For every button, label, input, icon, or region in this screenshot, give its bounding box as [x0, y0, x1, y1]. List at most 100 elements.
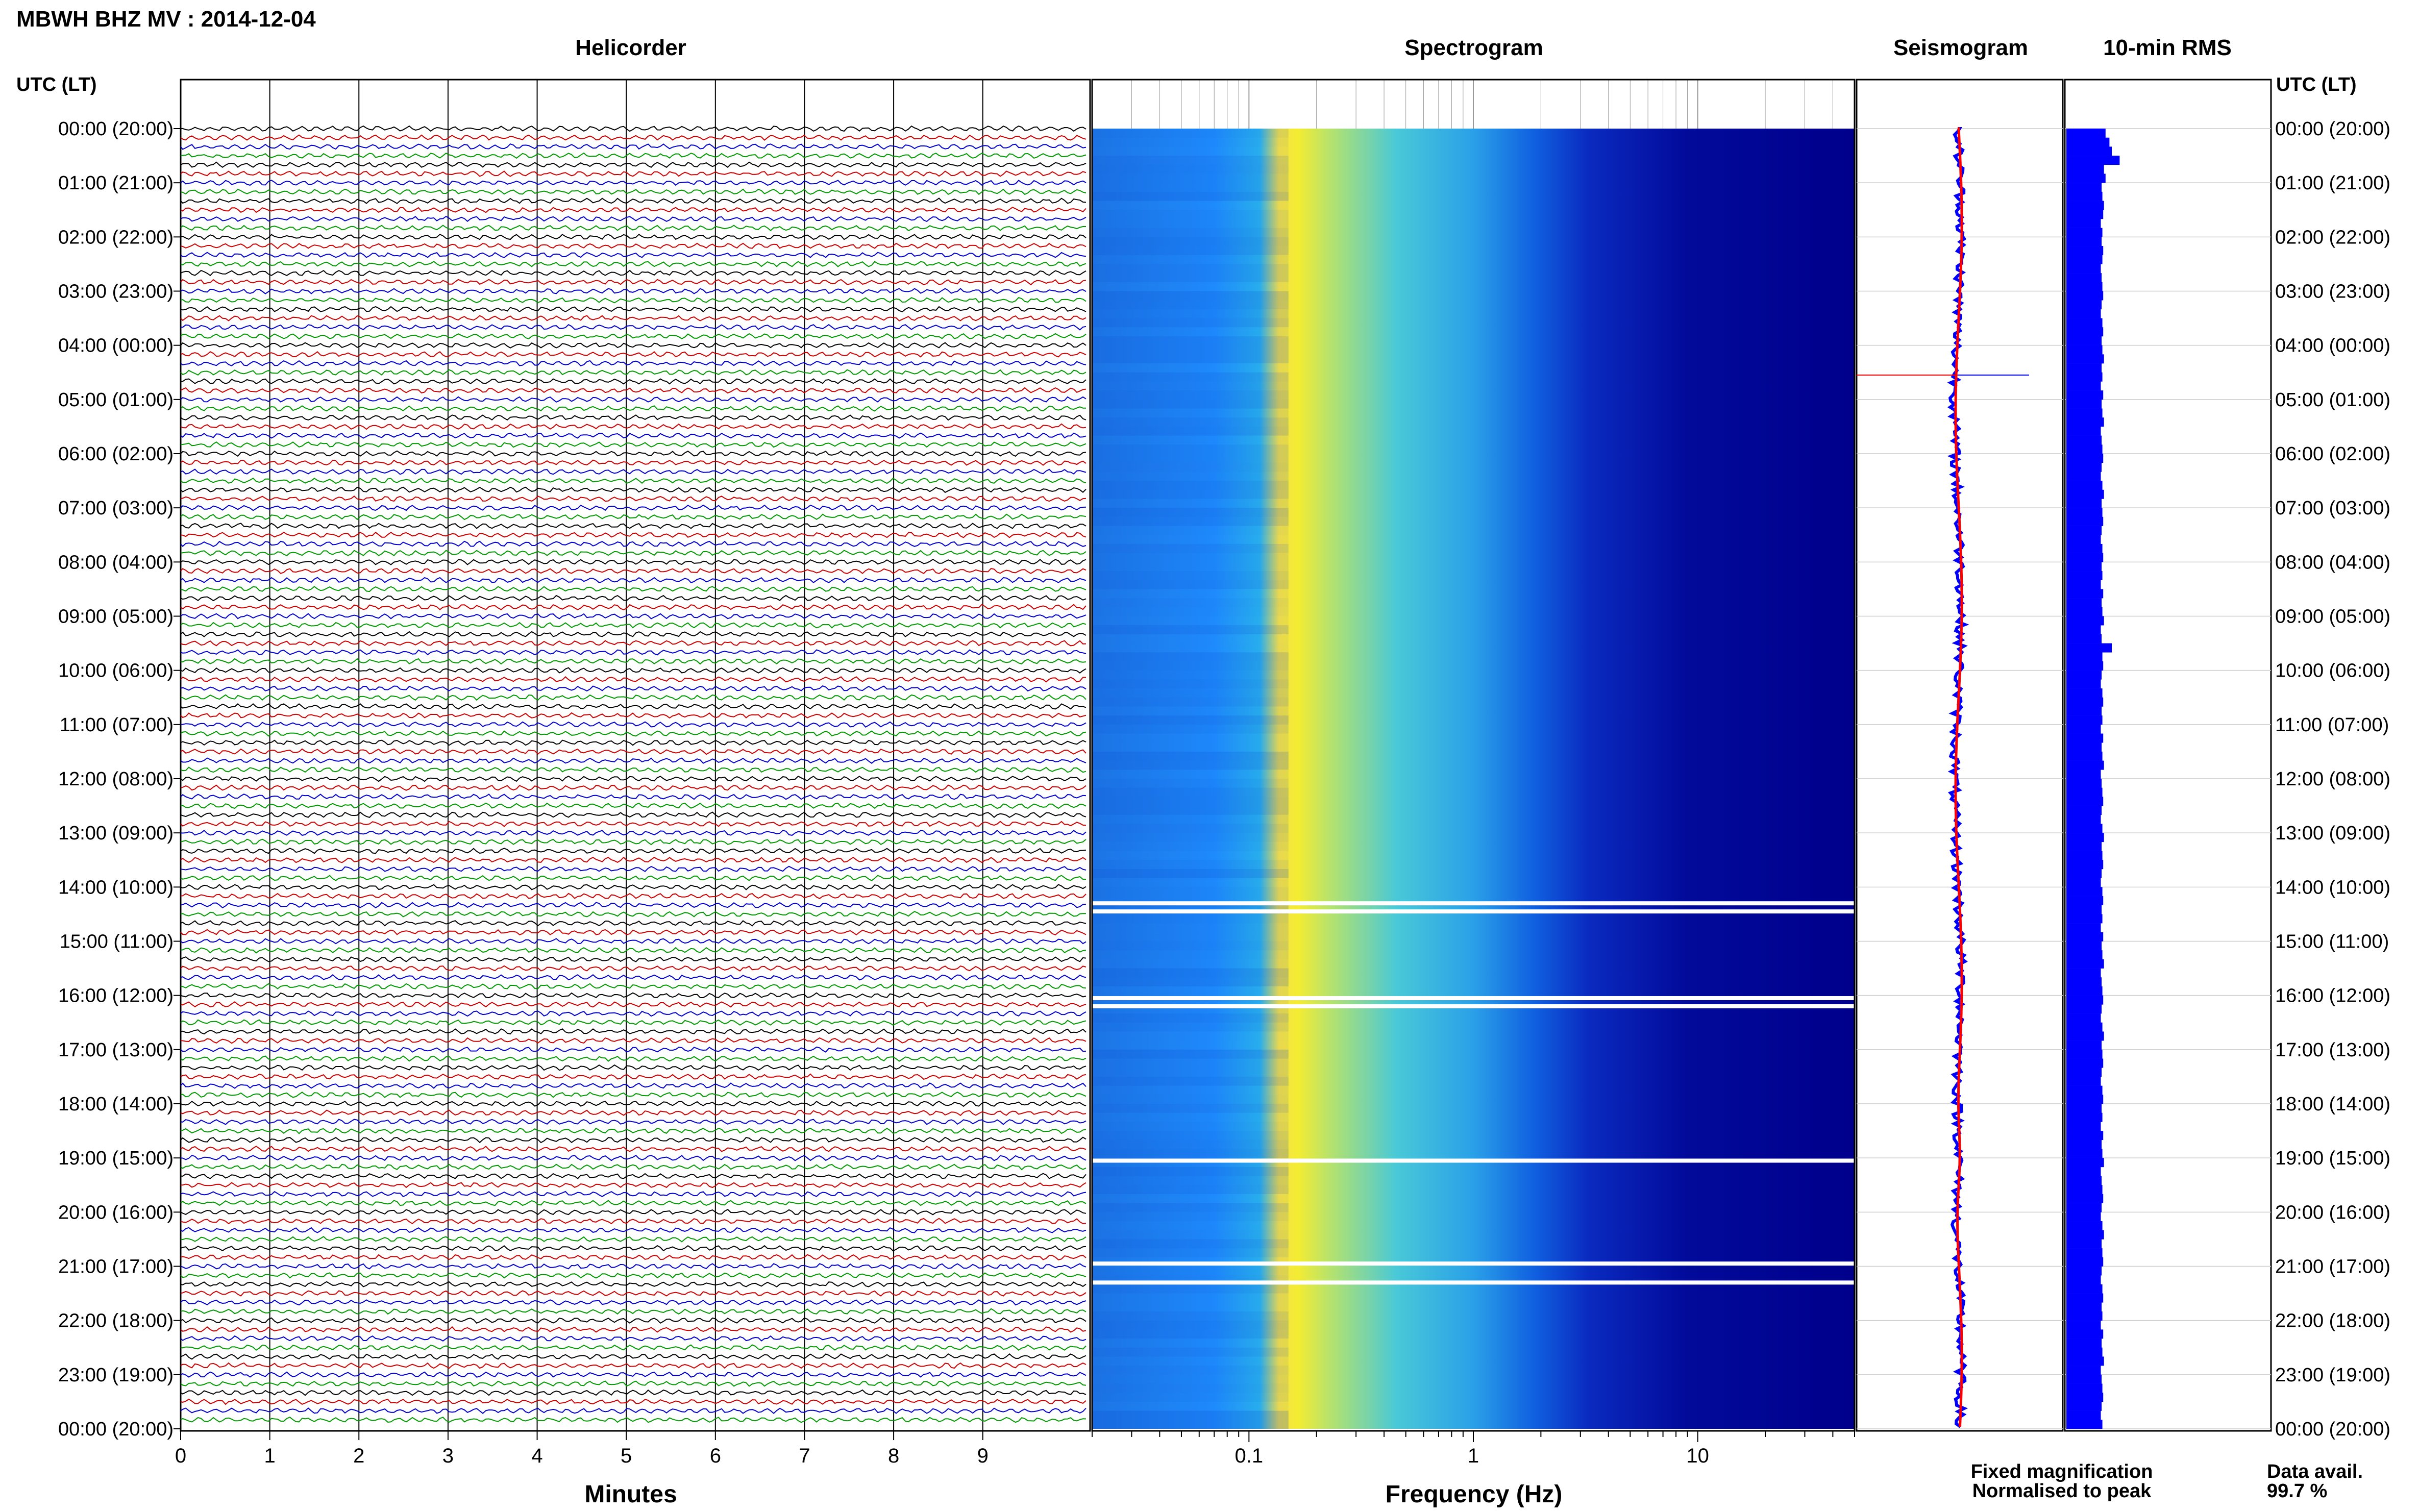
rms-bar [2066, 661, 2104, 671]
rms-bar [2066, 643, 2112, 653]
rms-bar [2066, 273, 2102, 283]
spectrogram-row-shade [1092, 435, 1289, 445]
helicorder-trace-line [180, 1119, 1087, 1125]
spectrogram-row-shade [1092, 210, 1289, 219]
rms-bar [2066, 1158, 2104, 1168]
helicorder-trace-line [180, 604, 1087, 611]
spectrogram-row-shade [1092, 1339, 1289, 1348]
spectrogram-row-shade [1092, 1013, 1289, 1023]
rms-bar [2066, 923, 2101, 933]
helicorder-trace-line [180, 775, 1087, 782]
helicorder-trace-line [180, 1290, 1087, 1297]
helicorder-trace-line [180, 513, 1087, 520]
rms-bar [2066, 1293, 2104, 1303]
helicorder-trace-line [180, 179, 1087, 186]
spectrogram-title: Spectrogram [1404, 35, 1543, 60]
rms-bar [2066, 1248, 2103, 1258]
spectrogram-row-shade [1092, 129, 1289, 138]
helicorder-trace-line [180, 640, 1087, 647]
rms-bar [2066, 1040, 2102, 1050]
rms-bars [2066, 129, 2120, 1429]
helicorder-trace-line [180, 1001, 1087, 1008]
rms-bar [2066, 435, 2102, 445]
spectrogram-row-shade [1092, 553, 1289, 562]
helicorder-trace-line [180, 225, 1086, 232]
helicorder-trace-line [180, 1362, 1087, 1369]
rms-bar [2066, 860, 2104, 870]
helicorder-trace-line [180, 477, 1087, 484]
rms-bar [2066, 462, 2102, 472]
helicorder-trace-line [180, 306, 1087, 313]
spectrogram-row-shade [1092, 878, 1289, 887]
helicorder-trace-line [180, 567, 1087, 575]
rms-bar [2066, 1347, 2103, 1357]
rms-bar [2066, 941, 2102, 951]
spectrogram-row-shade [1092, 697, 1289, 707]
spectrogram-row-shade [1092, 462, 1289, 472]
helicorder-trace-line [180, 911, 1086, 918]
time-tick-label-left: 12:00 (08:00) [58, 769, 174, 790]
helicorder-trace-line [180, 794, 1087, 800]
rms-bar [2066, 481, 2103, 490]
rms-bar [2066, 1311, 2103, 1321]
helicorder-trace-line [180, 1010, 1087, 1017]
time-tick-label-right: 21:00 (17:00) [2275, 1256, 2390, 1278]
spectrogram-row-shade [1092, 363, 1289, 373]
helicorder-trace-line [180, 559, 1087, 565]
time-tick-label-left: 10:00 (06:00) [58, 660, 174, 682]
rms-bar [2066, 291, 2104, 301]
spectrogram-row-shade [1092, 336, 1289, 345]
time-tick-label-left: 13:00 (09:00) [58, 823, 174, 844]
time-tick-label-left: 06:00 (02:00) [58, 443, 174, 465]
rms-bar [2066, 183, 2102, 192]
rms-bar [2066, 372, 2103, 382]
spectrogram-row-shade [1092, 237, 1289, 246]
rms-bar [2066, 1212, 2101, 1222]
rms-bar [2066, 300, 2102, 310]
rms-bar [2066, 869, 2102, 878]
rms-bar [2066, 1167, 2101, 1176]
helicorder-trace-line [180, 486, 1087, 493]
spectrogram-row-shade [1092, 742, 1289, 752]
rms-bar [2066, 237, 2102, 246]
rms-bar [2066, 1401, 2102, 1411]
spectrogram-row-shade [1092, 191, 1289, 201]
rms-bar [2066, 454, 2104, 463]
time-tick-label-right: 06:00 (02:00) [2275, 443, 2390, 465]
time-tick-label-right: 14:00 (10:00) [2275, 877, 2390, 898]
rms-bar [2066, 995, 2104, 1005]
time-ticks: 00:00 (20:00) 00:00 (20:00) 01:00 (21:00) 0… [58, 118, 2390, 1440]
helicorder-trace-line [180, 577, 1087, 583]
spectrogram-row-shade [1092, 282, 1289, 291]
rms-bar [2066, 932, 2104, 941]
spectrogram-row-shade [1092, 977, 1289, 986]
helicorder-trace-line [180, 902, 1087, 909]
time-tick-label-left: 01:00 (21:00) [58, 172, 174, 194]
time-tick-label-left: 15:00 (11:00) [60, 931, 174, 953]
rms-bar [2066, 1339, 2102, 1348]
spectrogram-row-shade [1092, 869, 1289, 878]
rms-bar [2066, 1266, 2102, 1276]
helicorder-trace-line [180, 333, 1087, 340]
spectrogram-row-shade [1092, 1185, 1289, 1194]
spectrogram-row-shade [1092, 634, 1289, 643]
helicorder-trace-line [180, 631, 1087, 637]
rms-bar [2066, 1420, 2103, 1429]
rms-bar [2066, 724, 2101, 734]
helicorder-trace-line [180, 540, 1087, 548]
spectrogram-row-shade [1092, 246, 1289, 255]
time-tick-label-left: 22:00 (18:00) [58, 1310, 174, 1332]
data-avail-label: Data avail. [2267, 1461, 2363, 1482]
time-tick-label-left: 00:00 (20:00) [58, 1419, 174, 1440]
time-tick-label-right: 16:00 (12:00) [2275, 985, 2390, 1007]
seismogram-traces [1857, 127, 2029, 1428]
helicorder-trace-line [181, 1182, 1087, 1188]
spectrogram-row-shade [1092, 959, 1289, 969]
spectrogram-image [1092, 129, 1855, 1429]
helicorder-trace-line [181, 378, 1087, 385]
helicorder-x-tick-label: 4 [531, 1445, 542, 1467]
helicorder-trace-line [180, 1353, 1087, 1360]
spectrogram-row-shade [1092, 670, 1289, 680]
spectrogram-row-shade [1092, 841, 1289, 851]
spectrogram-row-shade [1092, 643, 1289, 653]
